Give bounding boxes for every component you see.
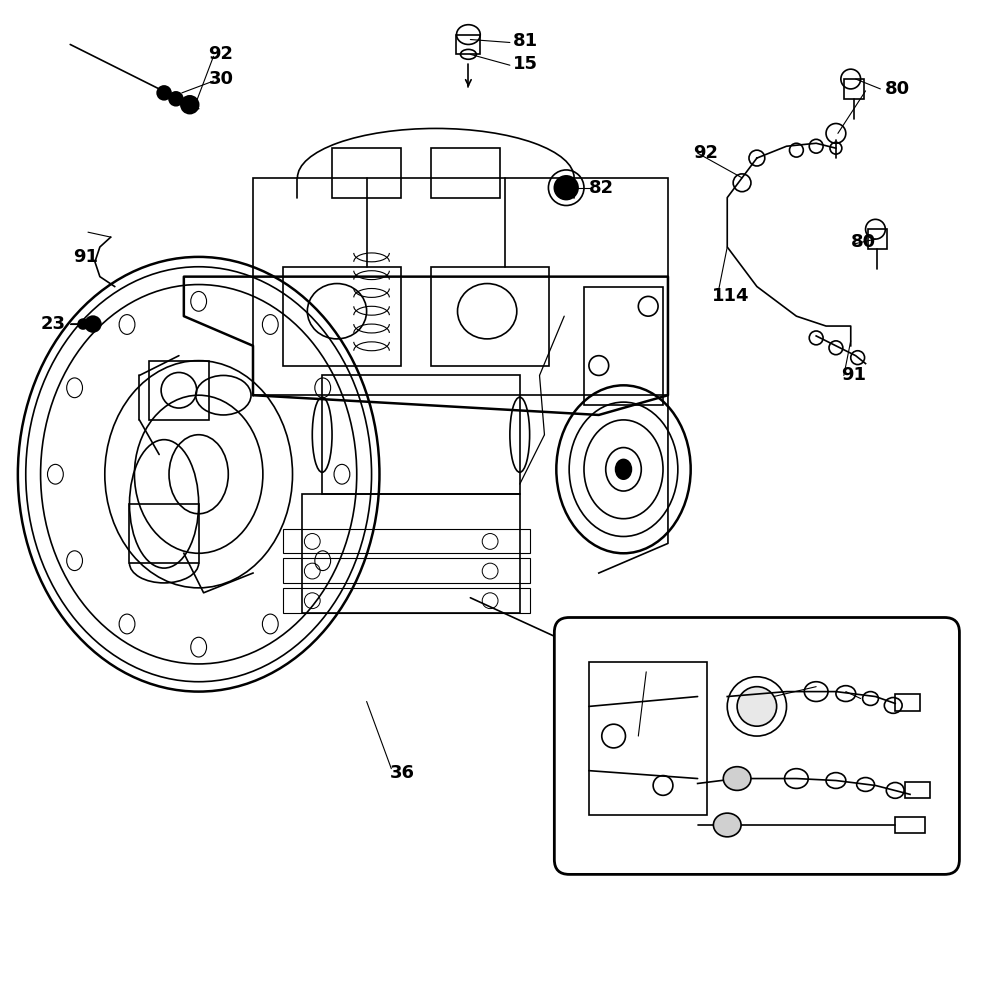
Text: 80: 80 xyxy=(851,233,876,251)
Bar xyxy=(895,694,920,711)
Text: 92: 92 xyxy=(209,45,234,63)
Text: 91: 91 xyxy=(841,367,866,384)
Bar xyxy=(283,529,530,553)
Ellipse shape xyxy=(157,86,171,100)
Bar xyxy=(283,558,530,583)
Bar xyxy=(332,148,401,198)
Text: 43: 43 xyxy=(890,806,915,824)
Bar xyxy=(302,494,520,613)
Ellipse shape xyxy=(181,96,199,114)
Text: 67: 67 xyxy=(858,772,883,789)
Bar xyxy=(456,35,480,54)
Bar xyxy=(584,287,663,405)
Text: 91: 91 xyxy=(73,248,98,266)
Text: 92: 92 xyxy=(693,144,718,162)
Ellipse shape xyxy=(169,92,183,106)
Ellipse shape xyxy=(554,176,578,200)
Ellipse shape xyxy=(616,459,631,479)
FancyBboxPatch shape xyxy=(554,618,959,874)
Bar xyxy=(149,361,209,420)
Bar xyxy=(895,817,925,833)
Ellipse shape xyxy=(713,813,741,837)
Bar xyxy=(253,178,668,395)
Text: 72: 72 xyxy=(858,690,883,707)
Bar xyxy=(431,267,549,366)
Text: 23: 23 xyxy=(41,315,66,333)
Text: 72: 72 xyxy=(641,788,666,806)
Bar xyxy=(129,504,199,563)
Bar xyxy=(905,782,930,798)
Text: 36: 36 xyxy=(389,764,414,782)
Bar xyxy=(868,229,887,249)
Bar xyxy=(589,662,707,815)
Ellipse shape xyxy=(737,687,777,726)
Text: 70: 70 xyxy=(890,784,915,802)
Text: 81: 81 xyxy=(513,33,538,50)
Text: 80: 80 xyxy=(885,80,910,98)
Bar xyxy=(431,148,500,198)
Text: 30: 30 xyxy=(209,70,234,88)
Text: 50: 50 xyxy=(725,823,750,841)
Ellipse shape xyxy=(78,319,88,329)
Text: 34: 34 xyxy=(633,663,658,681)
Text: 50: 50 xyxy=(890,702,915,720)
Bar xyxy=(322,375,520,494)
Bar xyxy=(844,79,864,99)
Bar xyxy=(283,267,401,366)
Text: 15: 15 xyxy=(513,55,538,73)
Text: 114: 114 xyxy=(712,288,750,305)
Ellipse shape xyxy=(85,316,101,332)
Ellipse shape xyxy=(723,767,751,790)
Text: 79: 79 xyxy=(814,678,839,696)
Text: 82: 82 xyxy=(589,179,614,197)
Bar xyxy=(283,588,530,613)
